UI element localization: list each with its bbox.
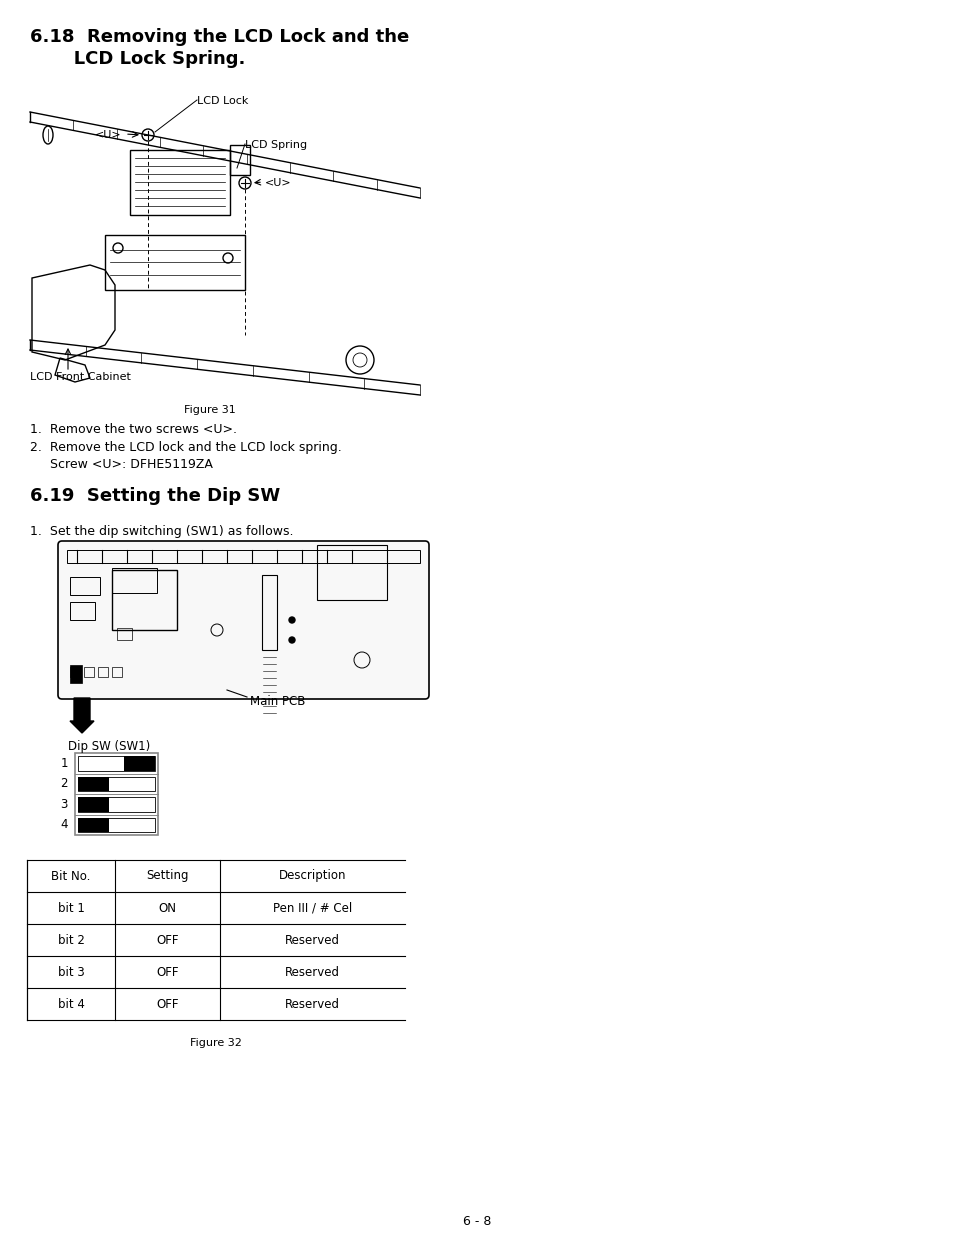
Text: 4: 4 [60,819,68,831]
Text: Reserved: Reserved [285,998,339,1010]
Text: LCD Lock Spring.: LCD Lock Spring. [30,49,245,68]
Text: OFF: OFF [156,966,178,978]
Text: Setting: Setting [146,869,189,883]
Text: Main PCB: Main PCB [250,695,305,708]
Circle shape [289,618,294,622]
Bar [78,756,154,771]
Bar [230,144,250,175]
Text: LCD Spring: LCD Spring [245,140,307,149]
Bar [70,601,95,620]
Bar [112,568,157,593]
Bar [84,667,94,677]
Bar [78,777,109,790]
Bar [105,235,245,290]
Text: 6.18  Removing the LCD Lock and the: 6.18 Removing the LCD Lock and the [30,28,409,46]
Text: bit 2: bit 2 [57,934,85,946]
Text: Screw <U>: DFHE5119ZA: Screw <U>: DFHE5119ZA [30,458,213,471]
Text: 3: 3 [61,798,68,810]
Bar [316,545,387,600]
Circle shape [289,637,294,643]
Text: 6.19  Setting the Dip SW: 6.19 Setting the Dip SW [30,487,280,505]
Text: LCD Front Cabinet: LCD Front Cabinet [30,372,131,382]
Text: bit 4: bit 4 [57,998,85,1010]
Bar [130,149,230,215]
Bar [98,667,108,677]
Text: Reserved: Reserved [285,966,339,978]
Bar [67,550,419,563]
Text: 1.  Remove the two screws <U>.: 1. Remove the two screws <U>. [30,424,236,436]
Bar [124,756,154,771]
Text: <U>: <U> [265,178,292,188]
Text: OFF: OFF [156,998,178,1010]
Bar [262,576,276,650]
Text: OFF: OFF [156,934,178,946]
Text: Pen III / # Cel: Pen III / # Cel [273,902,352,914]
Text: Reserved: Reserved [285,934,339,946]
Bar [112,667,122,677]
Bar [75,753,158,835]
Text: 1.  Set the dip switching (SW1) as follows.: 1. Set the dip switching (SW1) as follow… [30,525,294,538]
Bar [70,667,80,677]
Bar [117,629,132,640]
Text: bit 1: bit 1 [57,902,85,914]
Text: ON: ON [158,902,176,914]
Bar [112,571,177,630]
Text: LCD Lock: LCD Lock [196,96,248,106]
Text: bit 3: bit 3 [57,966,84,978]
Bar [78,777,154,790]
Bar [70,577,100,595]
Bar [70,664,82,683]
FancyBboxPatch shape [58,541,429,699]
Bar [78,797,109,811]
Text: 1: 1 [60,757,68,769]
Bar [78,818,109,832]
Text: <U>: <U> [95,130,121,140]
Text: Figure 31: Figure 31 [184,405,235,415]
Text: 2: 2 [60,777,68,790]
Text: Description: Description [278,869,346,883]
FancyArrow shape [70,698,94,734]
Bar [78,797,154,811]
Text: Dip SW (SW1): Dip SW (SW1) [68,740,150,753]
Text: Figure 32: Figure 32 [190,1037,242,1049]
Bar [78,818,154,832]
Text: Bit No.: Bit No. [51,869,91,883]
Text: 6 - 8: 6 - 8 [462,1215,491,1228]
Text: 2.  Remove the LCD lock and the LCD lock spring.: 2. Remove the LCD lock and the LCD lock … [30,441,341,454]
